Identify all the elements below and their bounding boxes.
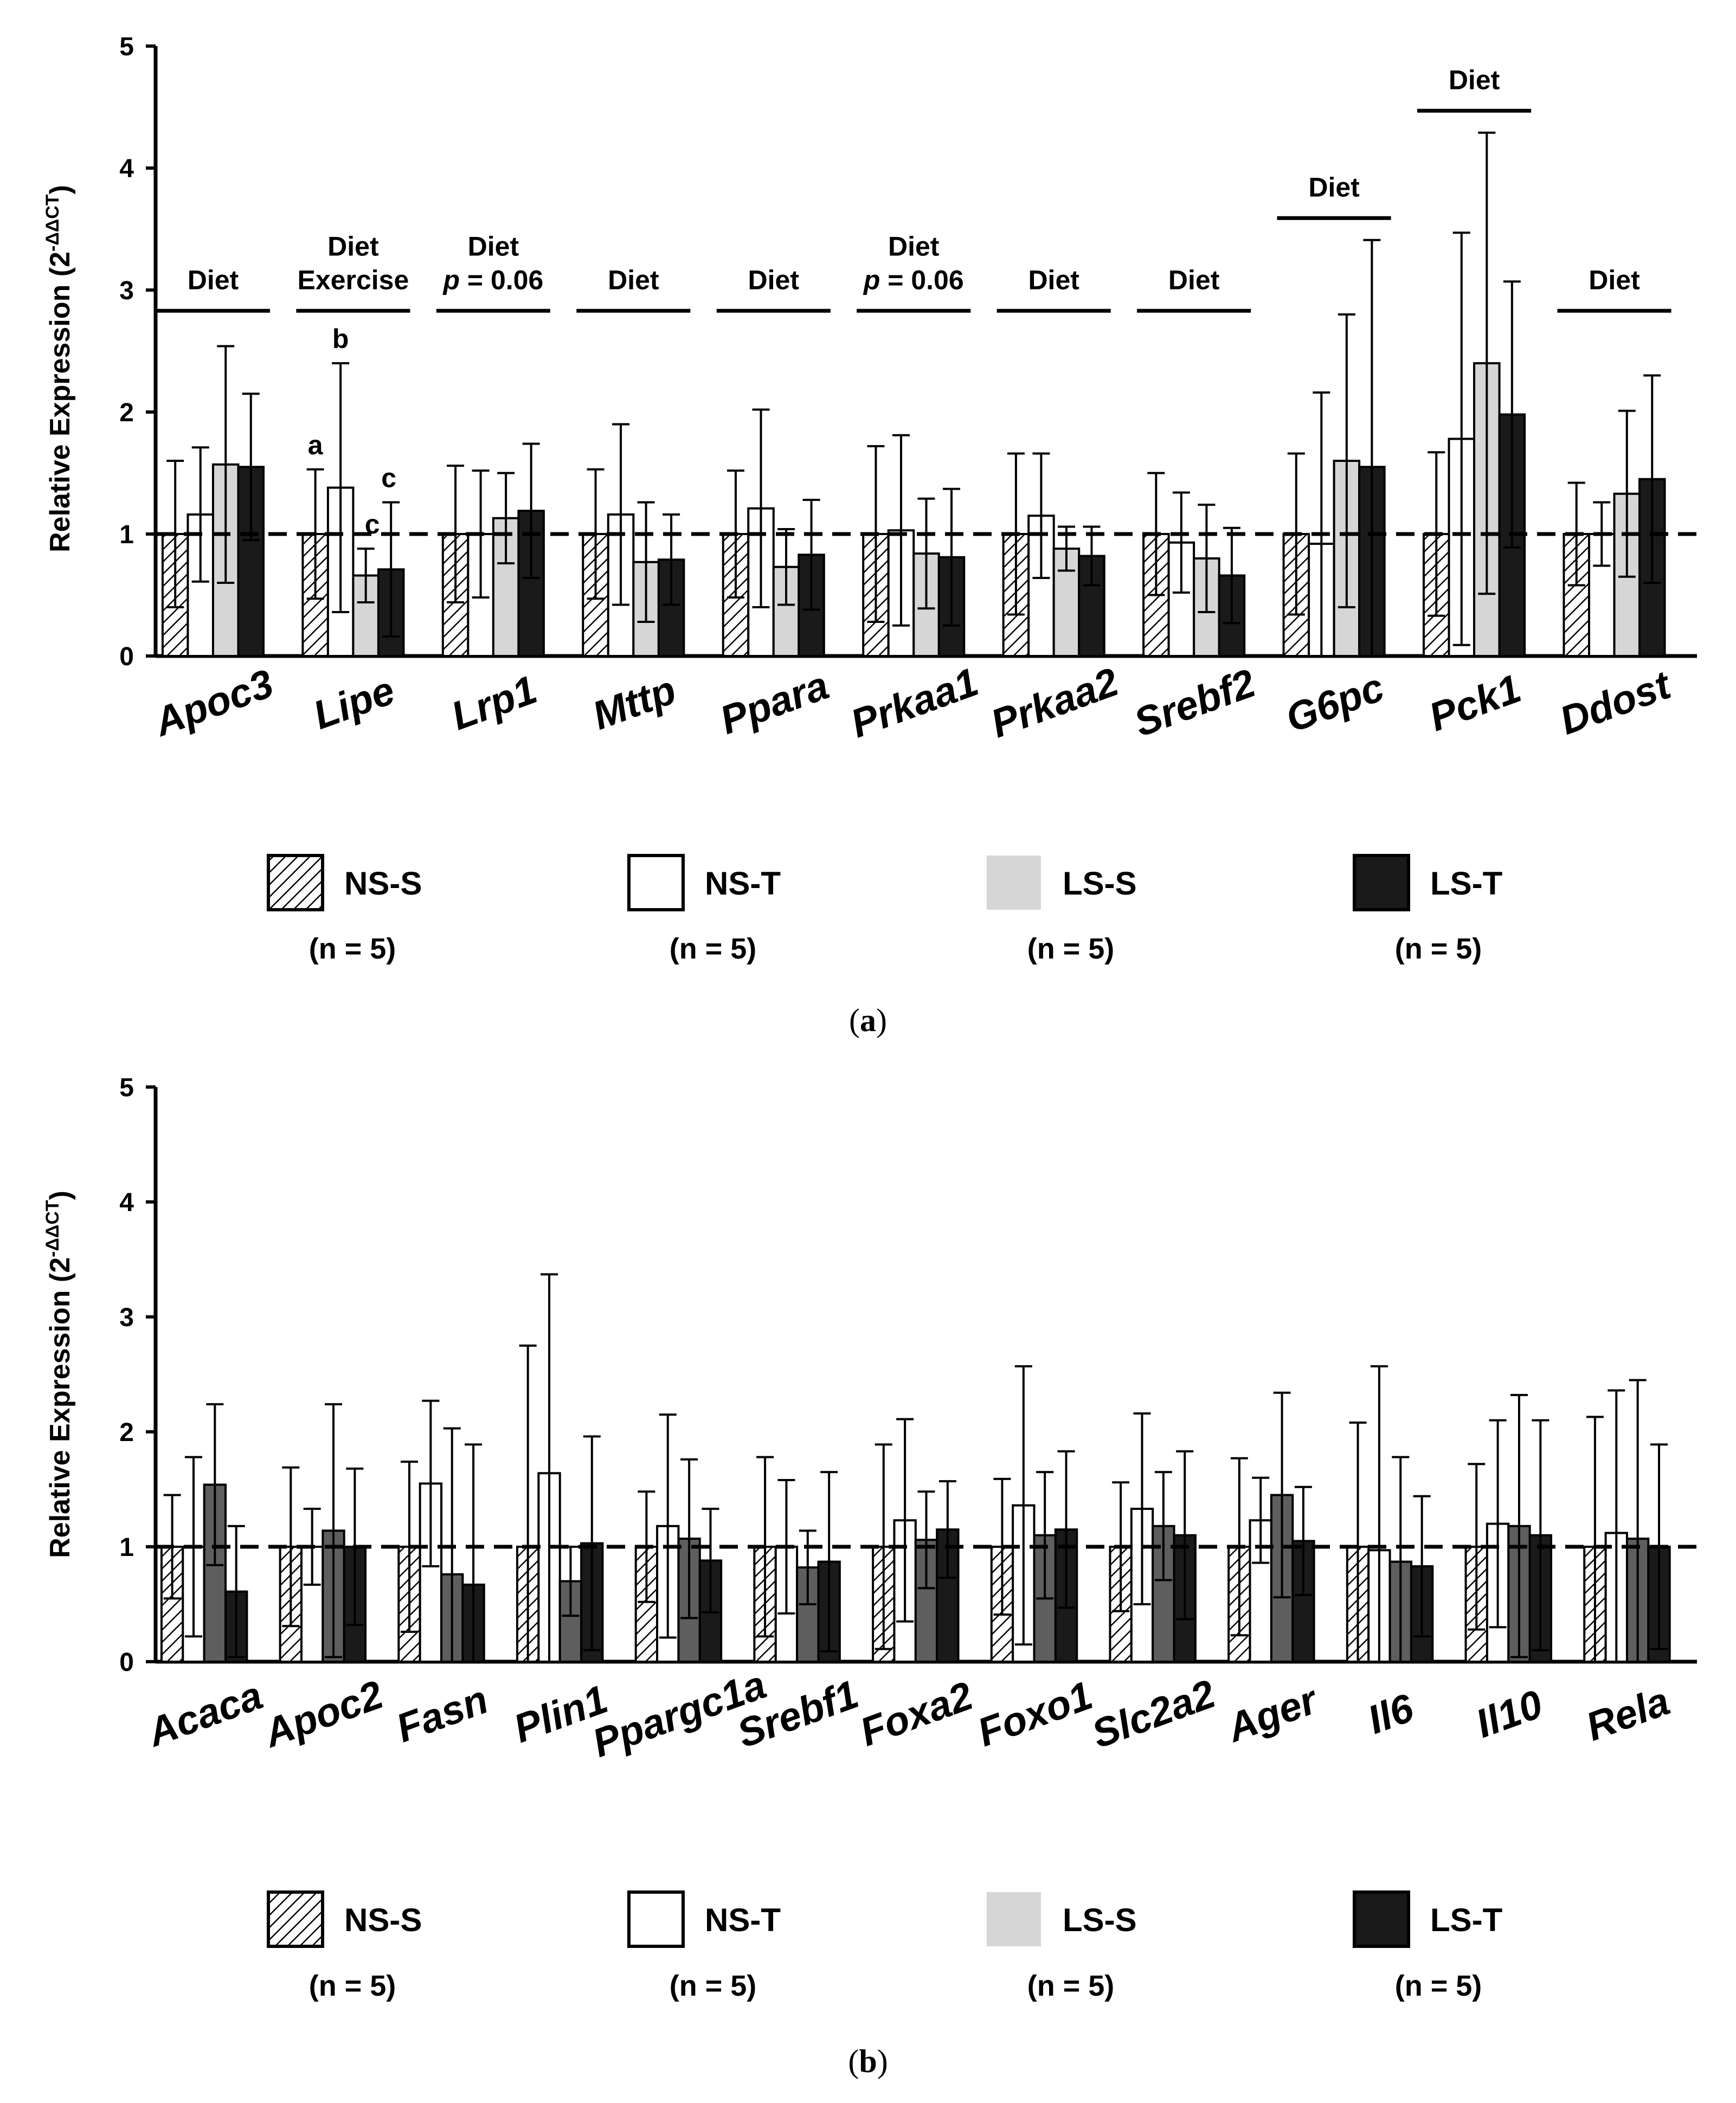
y-tick-label: 2: [119, 1418, 134, 1447]
legend-swatch-ls-s: [987, 1892, 1041, 1946]
annotation-text: Diet: [327, 231, 379, 261]
annotation-text: Diet: [1168, 265, 1220, 295]
x-label-srebf2: Srebf2: [1128, 660, 1261, 745]
legend-n: (n = 5): [670, 932, 757, 965]
x-label-g6pc: G6pc: [1280, 664, 1390, 741]
legend-swatch-ns-s: [267, 1890, 324, 1948]
x-label-apoc3: Apoc3: [147, 660, 279, 745]
legend-label: NS-S: [344, 865, 422, 902]
y-tick-label: 3: [119, 276, 134, 305]
legend-label: NS-S: [344, 1902, 422, 1938]
x-label-il6: Il6: [1362, 1685, 1419, 1742]
x-label-ddost: Ddost: [1554, 661, 1678, 743]
annotation-text: Diet: [1449, 65, 1500, 95]
y-tick-label: 3: [119, 1303, 134, 1332]
annotation-text: Diet: [188, 265, 239, 295]
annotations-a: Diet Diet Exercise Diet p = 0.06 Diet Diet Diet…: [156, 65, 1671, 539]
legend-n: (n = 5): [670, 1970, 757, 2002]
y-tick-label: 4: [119, 155, 134, 183]
x-labels-a: Apoc3 Lipe Lrp1 Mttp Ppara Prkaa1 Prkaa2 Srebf2…: [147, 659, 1678, 747]
x-label-ager: Ager: [1220, 1676, 1325, 1751]
x-label-acaca: Acaca: [140, 1673, 268, 1755]
x-label-fasn: Fasn: [390, 1677, 494, 1751]
bars-b: [156, 1273, 1700, 1663]
significance-letter: c: [381, 463, 396, 493]
legend-label: NS-T: [705, 865, 781, 902]
legend-swatch-ns-t: [627, 1890, 685, 1948]
x-label-ppara: Ppara: [714, 663, 834, 743]
x-label-slc2a2: Slc2a2: [1086, 1671, 1221, 1757]
y-axis-label-a: Relative Expression (2-ΔΔCT): [42, 185, 76, 552]
chart-panel-a: Relative Expression (2-ΔΔCT) 0 1 2 3 4 5 Diet…: [42, 33, 1700, 1038]
annotation-text: Diet: [468, 231, 519, 261]
legend-label: NS-T: [705, 1902, 781, 1938]
y-tick-label: 5: [119, 1073, 134, 1102]
annotation-text: p = 0.06: [442, 265, 543, 295]
legend-n: (n = 5): [1027, 932, 1115, 965]
annotation-text: Diet: [1028, 265, 1079, 295]
legend-swatch-ls-s: [987, 856, 1041, 910]
bar-slc2a2-ls-s: [1152, 1525, 1175, 1663]
x-label-lrp1: Lrp1: [446, 667, 543, 739]
legend-label: LS-T: [1430, 865, 1502, 902]
x-label-pck1: Pck1: [1423, 665, 1527, 739]
x-label-prkaa2: Prkaa2: [985, 659, 1124, 747]
legend-swatch-ns-t: [627, 854, 685, 911]
annotation-text: Diet: [1308, 172, 1360, 202]
annotation-text: Diet: [608, 265, 659, 295]
y-tick-label: 1: [119, 1533, 134, 1562]
x-label-foxa2: Foxa2: [854, 1673, 978, 1754]
y-axis-label-b: Relative Expression (2-ΔΔCT): [42, 1191, 76, 1558]
legend-swatch-ns-s: [267, 854, 324, 911]
annotation-text: Exercise: [298, 265, 409, 295]
significance-letter: c: [365, 509, 380, 539]
annotation-text: Diet: [748, 265, 800, 295]
legend-n: (n = 5): [1027, 1970, 1115, 2002]
x-label-il10: Il10: [1470, 1681, 1548, 1746]
legend-swatch-ls-t: [1353, 854, 1410, 911]
y-tick-label: 0: [119, 642, 134, 671]
x-label-prkaa1: Prkaa1: [845, 659, 984, 747]
x-label-lipe: Lipe: [307, 667, 400, 738]
x-label-mttp: Mttp: [587, 667, 681, 738]
x-label-foxo1: Foxo1: [972, 1673, 1098, 1755]
annotation-text: Diet: [1589, 265, 1640, 295]
legend-n: (n = 5): [309, 1970, 396, 2002]
chart-panel-b: Relative Expression (2-ΔΔCT) 0 1 2 3 4 5 Acac…: [42, 1073, 1700, 2079]
y-tick-label: 1: [119, 520, 134, 549]
legend-label: LS-S: [1063, 1902, 1137, 1938]
legend-b: NS-S (n = 5) NS-T (n = 5) LS-S (n = 5) LS-T (n …: [267, 1890, 1502, 2002]
bars-a: [156, 131, 1700, 657]
y-tick-label: 5: [119, 33, 134, 61]
legend-swatch-ls-t: [1353, 1890, 1410, 1948]
legend-label: LS-S: [1063, 865, 1137, 902]
significance-letter: b: [332, 324, 349, 354]
svg-text:Relative Expression (2-ΔΔCT): Relative Expression (2-ΔΔCT): [42, 1191, 76, 1558]
legend-n: (n = 5): [1395, 1970, 1482, 2002]
annotation-text: Diet: [888, 231, 940, 261]
y-tick-label: 2: [119, 398, 134, 427]
legend-a: NS-S (n = 5) NS-T (n = 5) LS-S (n = 5) LS-T (n …: [267, 854, 1502, 965]
annotation-text: p = 0.06: [863, 265, 964, 295]
svg-text:Relative Expression (2-ΔΔCT): Relative Expression (2-ΔΔCT): [42, 185, 76, 552]
legend-n: (n = 5): [1395, 932, 1482, 965]
y-tick-label: 4: [119, 1188, 134, 1217]
y-tick-label: 0: [119, 1648, 134, 1677]
x-label-rela: Rela: [1580, 1678, 1675, 1749]
legend-label: LS-T: [1430, 1902, 1502, 1938]
significance-letter: a: [308, 430, 324, 460]
legend-n: (n = 5): [309, 932, 396, 965]
x-label-apoc2: Apoc2: [257, 1671, 389, 1756]
caption-a: (a): [849, 1002, 887, 1038]
caption-b: (b): [848, 2043, 888, 2079]
